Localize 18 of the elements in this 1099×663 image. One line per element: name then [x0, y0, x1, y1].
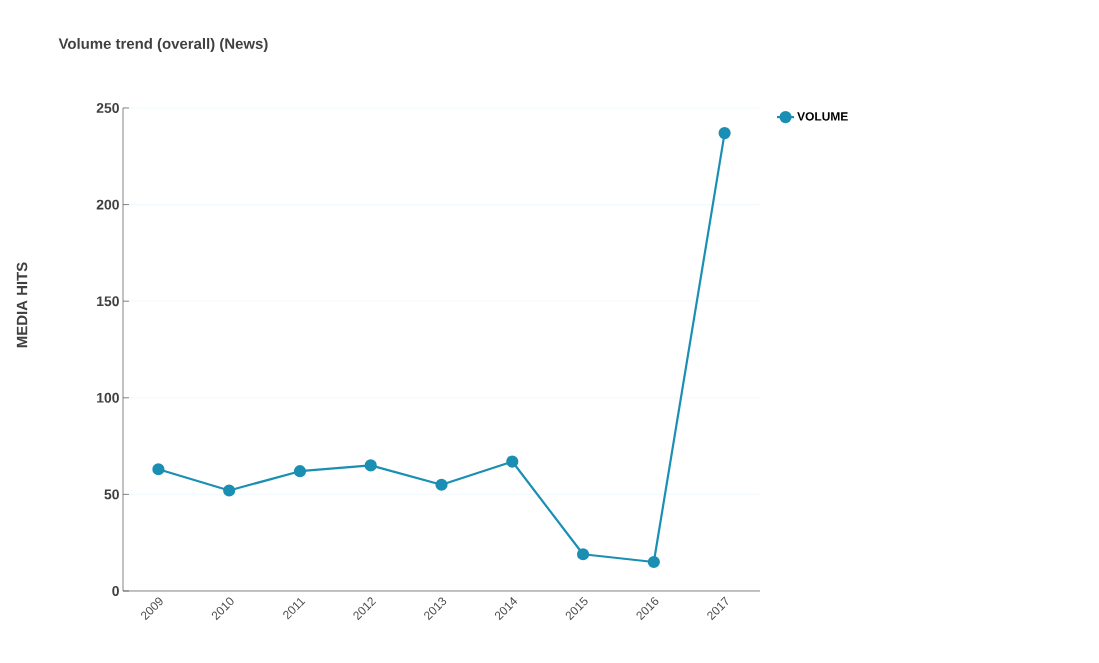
point: [506, 455, 519, 468]
y-tick-label: 150: [97, 296, 119, 307]
y-tick-label: 250: [96, 103, 119, 113]
point: [576, 548, 590, 561]
point: [223, 484, 236, 497]
y-tick-label: 0: [112, 586, 119, 596]
y-tick-label: 50: [104, 489, 119, 500]
point: [293, 465, 307, 478]
point: [647, 555, 660, 569]
point: [718, 127, 731, 140]
point: [364, 459, 377, 472]
point: [435, 478, 448, 491]
chart-title: Volume trend (overall) (News): [58, 38, 268, 52]
point: [152, 463, 165, 476]
y-axis-title: MEDIA HITS: [16, 262, 28, 348]
legend-label: VOLUME: [797, 112, 848, 121]
y-tick-label: 200: [96, 199, 119, 210]
y-tick-label: 100: [97, 392, 119, 403]
